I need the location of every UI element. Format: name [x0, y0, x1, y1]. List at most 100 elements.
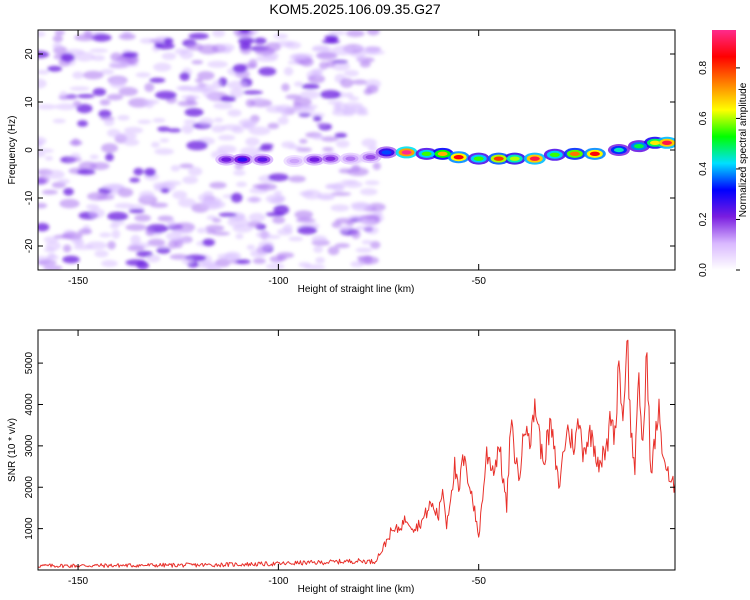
noise-blob	[202, 238, 216, 247]
colorbar-tick-label: 0.8	[698, 61, 709, 75]
noise-blob	[152, 117, 166, 123]
noise-blob	[247, 221, 263, 228]
track-core	[365, 155, 376, 160]
noise-blob	[288, 175, 306, 183]
snr-x-ticks: -150 -100 -50	[68, 330, 486, 587]
noise-blob	[340, 224, 354, 231]
noise-blob	[341, 107, 357, 115]
noise-blob	[107, 211, 129, 221]
noise-blob	[99, 232, 112, 238]
y-tick-label: -10	[24, 190, 35, 205]
noise-blob	[343, 181, 363, 188]
noise-blob	[357, 106, 368, 115]
colorbar: 0.0 0.2 0.4 0.6 0.8 Normalized spectral ampl…	[698, 30, 749, 277]
noise-blob	[348, 96, 360, 101]
noise-blob	[351, 164, 361, 173]
noise-blob	[178, 85, 192, 91]
x-tick-label: -50	[471, 576, 486, 587]
noise-blob	[130, 234, 141, 245]
noise-blob	[345, 92, 354, 99]
track-core	[649, 140, 660, 145]
noise-blob	[218, 212, 237, 217]
noise-blob	[220, 95, 237, 103]
noise-blob	[109, 223, 120, 229]
track-core	[589, 151, 600, 157]
noise-blob	[154, 148, 175, 155]
noise-blob	[252, 97, 264, 104]
noise-blob	[82, 70, 104, 80]
noise-blob	[155, 90, 177, 100]
noise-blob	[315, 256, 326, 264]
noise-blob	[367, 202, 386, 212]
noise-blob	[170, 165, 181, 172]
noise-blob	[276, 252, 295, 259]
noise-blob	[227, 109, 242, 117]
noise-blob	[78, 228, 93, 235]
noise-blob	[179, 163, 194, 169]
heatmap-x-label: Height of straight line (km)	[298, 284, 415, 295]
noise-blob	[144, 82, 155, 93]
snr-series-line	[38, 339, 675, 569]
track-core	[401, 150, 412, 155]
noise-blob	[38, 31, 46, 38]
track-core	[345, 156, 356, 161]
noise-blob	[205, 224, 225, 232]
noise-blob	[194, 78, 203, 83]
track-core	[493, 156, 504, 161]
noise-blob	[235, 181, 248, 187]
noise-blob	[45, 262, 56, 270]
noise-blob	[156, 247, 171, 254]
colorbar-label: Normalized spectral amplitude	[738, 82, 749, 217]
y-tick-label: 4000	[24, 393, 35, 416]
y-tick-label: 0	[24, 147, 35, 153]
noise-blob	[58, 95, 78, 100]
noise-blob	[59, 198, 80, 209]
noise-blob	[294, 210, 314, 220]
noise-blob	[293, 105, 315, 115]
noise-blob	[179, 72, 190, 81]
noise-blob	[117, 187, 134, 198]
noise-blob	[252, 184, 270, 189]
noise-blob	[364, 180, 380, 186]
noise-blob	[361, 239, 373, 245]
noise-blob	[351, 229, 361, 240]
noise-blob	[217, 43, 235, 52]
track-core	[237, 157, 248, 162]
y-tick-label: 1000	[24, 517, 35, 540]
noise-blob	[169, 254, 189, 260]
noise-blob	[355, 225, 368, 231]
snr-frame	[37, 329, 676, 571]
noise-blob	[44, 156, 54, 161]
noise-blob	[311, 235, 328, 243]
noise-blob	[245, 137, 260, 147]
noise-blob	[136, 250, 153, 258]
noise-blob	[77, 120, 89, 127]
noise-blob	[114, 202, 135, 209]
noise-blob	[340, 78, 354, 88]
noise-blob	[361, 138, 377, 148]
noise-blob	[172, 190, 188, 200]
track-core	[613, 147, 624, 153]
noise-blob	[248, 212, 266, 223]
noise-blob	[145, 228, 155, 236]
noise-blob	[133, 167, 144, 176]
noise-blob	[363, 46, 380, 55]
noise-blob	[312, 115, 322, 122]
y-tick-label: 2000	[24, 476, 35, 499]
noise-blob	[281, 107, 290, 118]
noise-blob	[370, 240, 381, 249]
noise-blob	[89, 208, 105, 219]
noise-blob	[76, 103, 93, 114]
noise-blob	[188, 32, 209, 40]
noise-blob	[317, 192, 336, 199]
noise-blob	[307, 74, 326, 84]
noise-blob	[285, 41, 302, 50]
noise-blob	[331, 45, 354, 56]
noise-blob	[330, 204, 350, 212]
noise-blob	[38, 148, 54, 153]
noise-blob	[217, 144, 237, 154]
noise-blob	[299, 138, 308, 144]
noise-blob	[352, 79, 367, 85]
noise-blob	[52, 35, 63, 43]
